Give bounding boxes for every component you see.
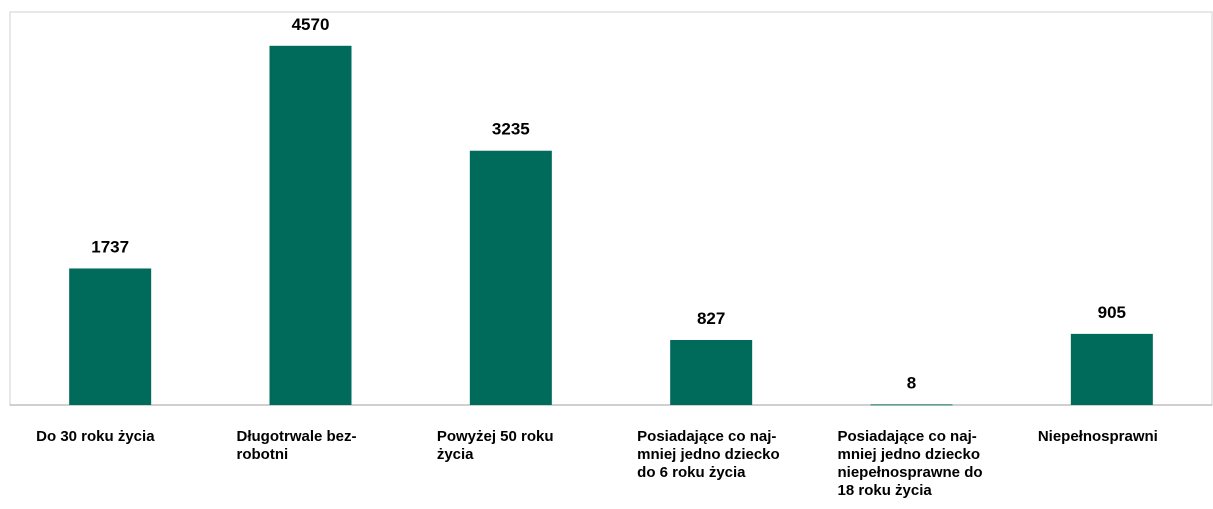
x-tick-label: Posiadające co naj- mniej jedno dziecko … xyxy=(637,428,780,481)
bar xyxy=(69,268,152,405)
frame xyxy=(9,11,1213,406)
value-label: 827 xyxy=(697,309,725,328)
bar xyxy=(870,404,953,406)
value-label: 3235 xyxy=(492,120,530,139)
value-label: 4570 xyxy=(292,15,330,34)
value-label: 1737 xyxy=(91,237,129,256)
x-tick-label: Niepełnosprawni xyxy=(1037,428,1158,445)
bar xyxy=(469,150,552,405)
value-label: 8 xyxy=(907,373,916,392)
x-tick-label: Powyżej 50 roku życia xyxy=(436,428,554,463)
bar xyxy=(269,45,352,405)
x-tick-label: Długotrwale bez- robotni xyxy=(236,428,357,463)
x-tick-label: Posiadające co naj- mniej jedno dziecko … xyxy=(837,428,983,499)
value-label: 905 xyxy=(1098,303,1126,322)
bar xyxy=(1070,333,1153,405)
x-tick-label: Do 30 roku życia xyxy=(36,428,155,445)
bar xyxy=(670,339,753,405)
